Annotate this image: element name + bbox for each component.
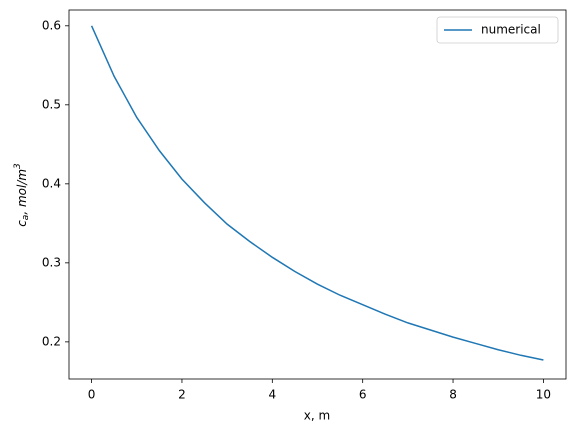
y-label-part: , mol/m	[15, 169, 29, 215]
x-tick-label: 2	[178, 388, 186, 402]
y-label-sup: 3	[13, 163, 23, 169]
x-tick-label: 6	[359, 388, 367, 402]
y-label-part: c	[15, 220, 29, 227]
plot-frame	[68, 9, 567, 380]
legend-box	[436, 16, 559, 44]
y-axis-label: ca, mol/m3	[13, 163, 31, 227]
x-tick-label: 4	[268, 388, 276, 402]
y-tick-label: 0.2	[42, 334, 61, 348]
x-tick-label: 0	[88, 388, 96, 402]
y-tick-label: 0.3	[42, 255, 61, 269]
legend-label: numerical	[481, 23, 541, 37]
x-tick-label: 8	[449, 388, 457, 402]
y-label-sub: a	[21, 215, 31, 221]
y-tick-label: 0.6	[42, 18, 61, 32]
x-tick-label: 10	[536, 388, 551, 402]
line-series	[90, 25, 544, 361]
y-tick-label: 0.4	[42, 176, 61, 190]
x-axis-label: x, m	[304, 409, 330, 423]
y-tick-label: 0.5	[42, 97, 61, 111]
